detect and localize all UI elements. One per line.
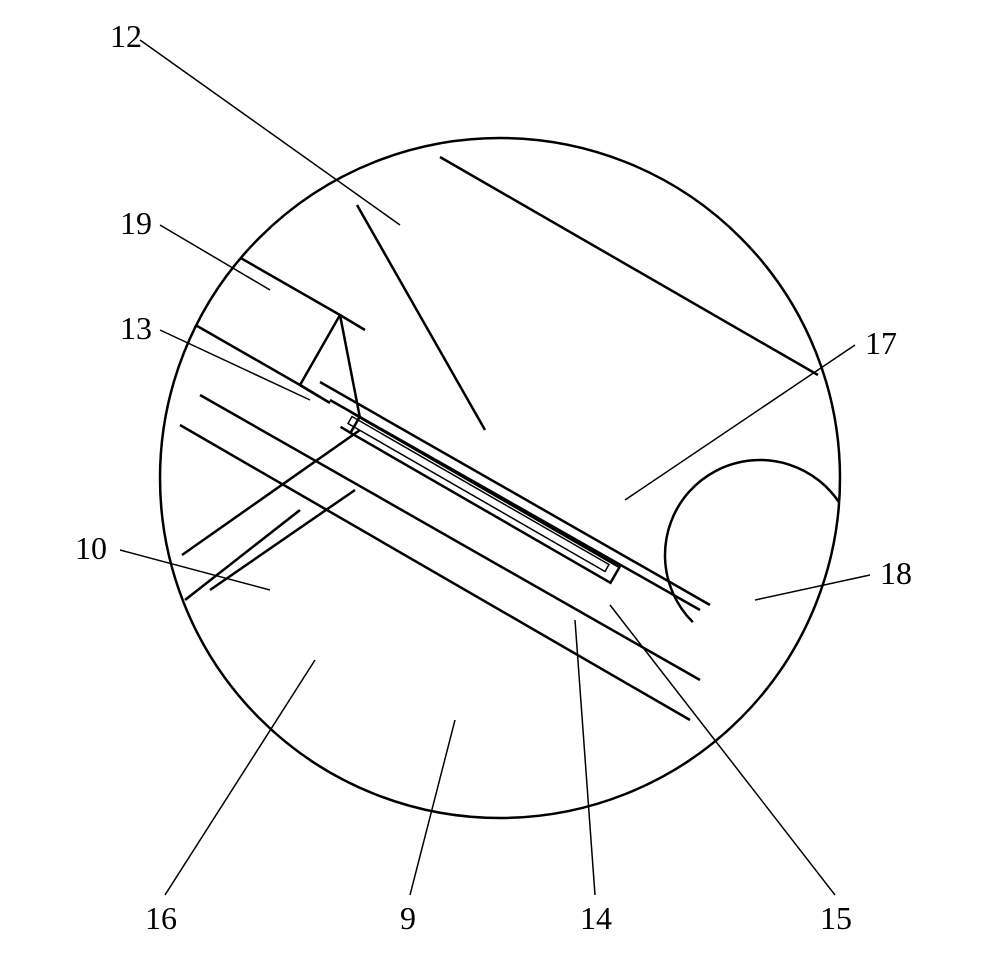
callout-label-9: 9 bbox=[400, 900, 416, 937]
callout-label-16: 16 bbox=[145, 900, 177, 937]
callout-label-13: 13 bbox=[120, 310, 152, 347]
callout-label-14: 14 bbox=[580, 900, 612, 937]
callout-label-10: 10 bbox=[75, 530, 107, 567]
callout-label-18: 18 bbox=[880, 555, 912, 592]
callout-label-12: 12 bbox=[110, 18, 142, 55]
engineering-diagram bbox=[0, 0, 1000, 957]
callout-label-19: 19 bbox=[120, 205, 152, 242]
callout-label-15: 15 bbox=[820, 900, 852, 937]
callout-label-17: 17 bbox=[865, 325, 897, 362]
